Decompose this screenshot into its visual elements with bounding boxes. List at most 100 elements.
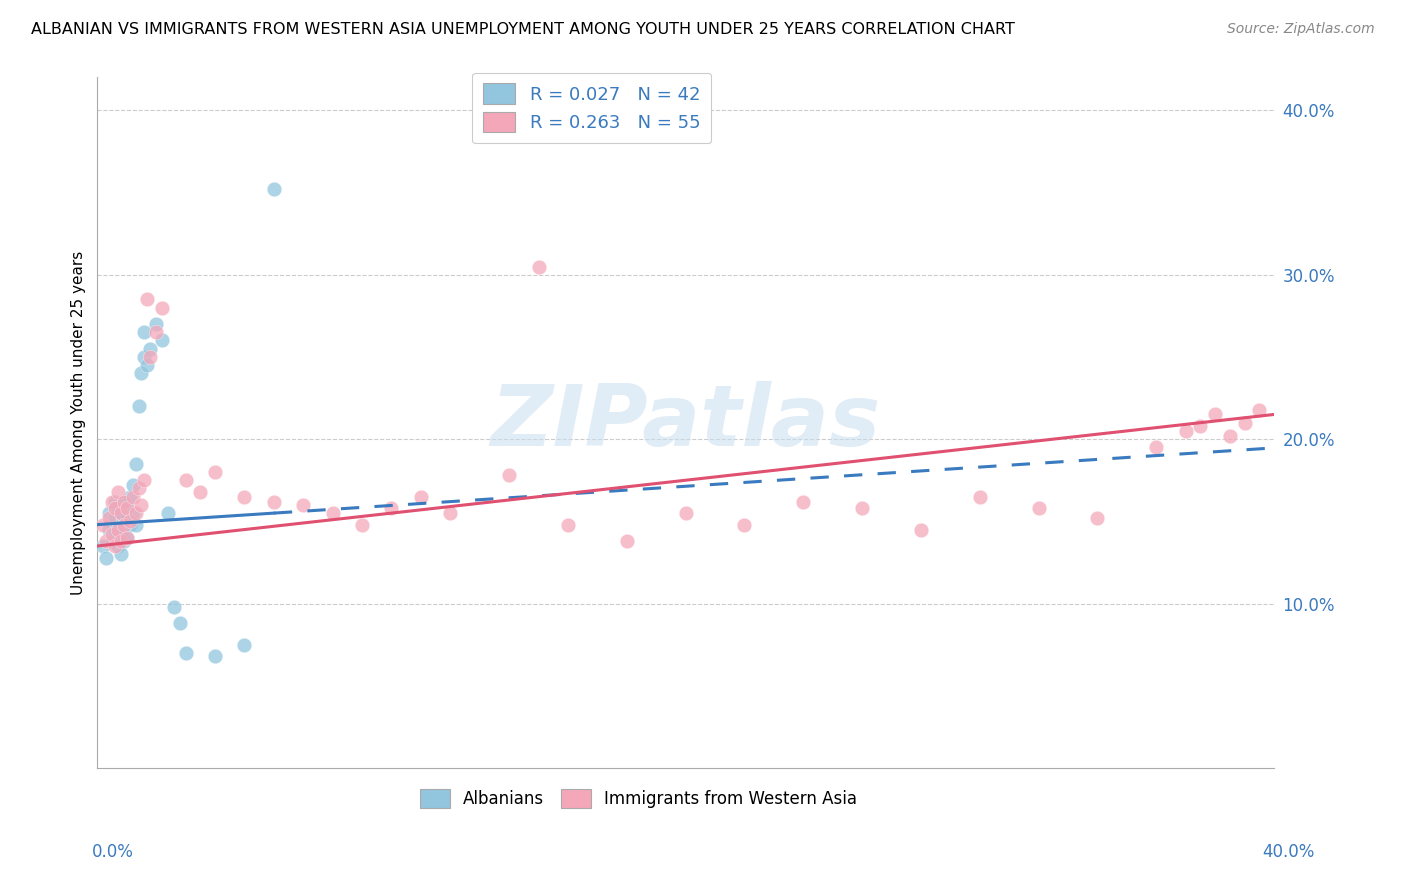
Point bbox=[169, 616, 191, 631]
Point bbox=[156, 506, 179, 520]
Point bbox=[121, 490, 143, 504]
Point bbox=[101, 494, 124, 508]
Point bbox=[107, 484, 129, 499]
Point bbox=[96, 550, 118, 565]
Point bbox=[112, 494, 135, 508]
Legend: Albanians, Immigrants from Western Asia: Albanians, Immigrants from Western Asia bbox=[413, 782, 863, 815]
Point bbox=[557, 517, 579, 532]
Text: ZIPatlas: ZIPatlas bbox=[491, 381, 880, 464]
Point bbox=[851, 501, 873, 516]
Point bbox=[163, 599, 186, 614]
Point bbox=[121, 506, 143, 520]
Point bbox=[110, 506, 132, 520]
Point bbox=[145, 317, 167, 331]
Y-axis label: Unemployment Among Youth under 25 years: Unemployment Among Youth under 25 years bbox=[72, 251, 86, 595]
Point bbox=[969, 490, 991, 504]
Point bbox=[110, 534, 132, 549]
Point bbox=[145, 325, 167, 339]
Point bbox=[1189, 419, 1212, 434]
Point bbox=[498, 468, 520, 483]
Point bbox=[124, 506, 146, 520]
Point bbox=[110, 547, 132, 561]
Point bbox=[136, 293, 159, 307]
Point bbox=[98, 506, 121, 520]
Point bbox=[128, 399, 150, 413]
Text: ALBANIAN VS IMMIGRANTS FROM WESTERN ASIA UNEMPLOYMENT AMONG YOUTH UNDER 25 YEARS: ALBANIAN VS IMMIGRANTS FROM WESTERN ASIA… bbox=[31, 22, 1015, 37]
Point bbox=[110, 527, 132, 541]
Point bbox=[910, 523, 932, 537]
Point bbox=[104, 527, 127, 541]
Point bbox=[101, 527, 124, 541]
Point bbox=[107, 501, 129, 516]
Point bbox=[1028, 501, 1050, 516]
Point bbox=[150, 334, 173, 348]
Text: 40.0%: 40.0% bbox=[1263, 843, 1315, 861]
Point bbox=[204, 649, 226, 664]
Point bbox=[128, 482, 150, 496]
Point bbox=[792, 494, 814, 508]
Point bbox=[380, 501, 402, 516]
Point bbox=[107, 523, 129, 537]
Point bbox=[96, 534, 118, 549]
Point bbox=[409, 490, 432, 504]
Point bbox=[104, 511, 127, 525]
Point bbox=[1144, 441, 1167, 455]
Point bbox=[112, 517, 135, 532]
Point bbox=[98, 511, 121, 525]
Point bbox=[118, 514, 141, 528]
Point bbox=[1219, 429, 1241, 443]
Point bbox=[91, 539, 114, 553]
Point bbox=[439, 506, 461, 520]
Point bbox=[91, 517, 114, 532]
Point bbox=[115, 498, 138, 512]
Point bbox=[1087, 511, 1109, 525]
Point bbox=[292, 498, 315, 512]
Point bbox=[233, 638, 256, 652]
Point bbox=[134, 325, 156, 339]
Point bbox=[101, 517, 124, 532]
Point bbox=[1249, 402, 1271, 417]
Text: 0.0%: 0.0% bbox=[91, 843, 134, 861]
Text: Source: ZipAtlas.com: Source: ZipAtlas.com bbox=[1227, 22, 1375, 37]
Point bbox=[131, 498, 153, 512]
Point bbox=[1204, 408, 1226, 422]
Point bbox=[150, 301, 173, 315]
Point bbox=[733, 517, 755, 532]
Point bbox=[352, 517, 374, 532]
Point bbox=[124, 517, 146, 532]
Point bbox=[115, 531, 138, 545]
Point bbox=[131, 367, 153, 381]
Point bbox=[134, 350, 156, 364]
Point bbox=[115, 511, 138, 525]
Point bbox=[174, 646, 197, 660]
Point bbox=[101, 534, 124, 549]
Point bbox=[139, 350, 162, 364]
Point bbox=[115, 501, 138, 516]
Point bbox=[104, 539, 127, 553]
Point bbox=[204, 465, 226, 479]
Point bbox=[107, 523, 129, 537]
Point bbox=[527, 260, 550, 274]
Point bbox=[136, 358, 159, 372]
Point bbox=[139, 342, 162, 356]
Point bbox=[616, 534, 638, 549]
Point bbox=[104, 501, 127, 516]
Point bbox=[1233, 416, 1256, 430]
Point bbox=[675, 506, 697, 520]
Point bbox=[121, 478, 143, 492]
Point bbox=[112, 534, 135, 549]
Point bbox=[233, 490, 256, 504]
Point bbox=[98, 523, 121, 537]
Point bbox=[115, 531, 138, 545]
Point bbox=[118, 490, 141, 504]
Point bbox=[263, 182, 285, 196]
Point bbox=[124, 457, 146, 471]
Point bbox=[134, 473, 156, 487]
Point bbox=[112, 517, 135, 532]
Point bbox=[118, 517, 141, 532]
Point bbox=[110, 506, 132, 520]
Point bbox=[263, 494, 285, 508]
Point bbox=[107, 539, 129, 553]
Point bbox=[112, 494, 135, 508]
Point bbox=[188, 484, 211, 499]
